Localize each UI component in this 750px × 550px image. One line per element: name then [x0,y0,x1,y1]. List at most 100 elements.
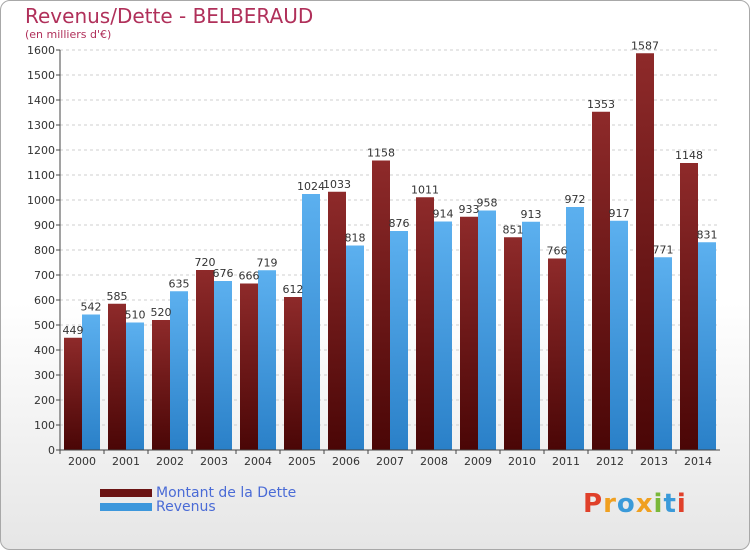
y-tick-label: 900 [34,219,55,232]
y-tick-label: 500 [34,319,55,332]
data-label-revenue: 818 [345,232,366,245]
bar-revenue [170,291,188,450]
data-label-debt: 612 [283,283,304,296]
y-tick-label: 100 [34,419,55,432]
x-tick-label: 2012 [596,455,624,468]
bar-revenue [302,194,320,450]
y-tick-label: 200 [34,394,55,407]
data-label-revenue: 676 [213,267,234,280]
logo-letter: x [635,489,654,519]
data-label-revenue: 719 [257,256,278,269]
bar-revenue [654,257,672,450]
data-label-debt: 766 [547,245,568,258]
bar-revenue [214,281,232,450]
bar-revenue [82,314,100,450]
x-tick-label: 2001 [112,455,140,468]
x-tick-label: 2009 [464,455,492,468]
x-tick-label: 2003 [200,455,228,468]
y-tick-label: 1600 [27,44,55,57]
x-tick-label: 2008 [420,455,448,468]
bar-revenue [346,245,364,450]
logo-letter: r [603,489,617,519]
bar-debt [680,163,698,450]
data-label-debt: 720 [195,256,216,269]
logo-letter: o [616,489,636,519]
y-tick-label: 1100 [27,169,55,182]
data-label-revenue: 917 [609,207,630,220]
bar-debt [196,270,214,450]
bar-debt [548,258,566,450]
bar-debt [284,297,302,450]
data-label-debt: 933 [459,203,480,216]
y-tick-label: 0 [48,444,55,457]
y-tick-label: 1000 [27,194,55,207]
y-tick-label: 400 [34,344,55,357]
legend-debt-swatch [100,489,152,497]
x-tick-label: 2005 [288,455,316,468]
data-label-revenue: 876 [389,217,410,230]
data-label-debt: 585 [107,290,128,303]
y-tick-label: 600 [34,294,55,307]
x-tick-label: 2000 [68,455,96,468]
data-label-revenue: 831 [697,228,718,241]
legend-debt-label: Montant de la Dette [156,485,297,501]
bars [64,53,716,450]
chart-title: Revenus/Dette - BELBERAUD [25,4,314,28]
x-tick-label: 2006 [332,455,360,468]
data-label-debt: 449 [63,324,84,337]
legend-revenue-swatch [100,503,152,511]
bar-revenue [566,207,584,450]
data-label-revenue: 542 [81,301,102,314]
bar-debt [592,111,610,450]
bar-debt [108,303,126,450]
bar-debt [328,191,346,450]
x-tick-label: 2013 [640,455,668,468]
data-label-revenue: 914 [433,208,454,221]
x-tick-label: 2004 [244,455,272,468]
data-label-revenue: 771 [653,243,674,256]
bar-debt [64,337,82,450]
data-label-revenue: 958 [477,197,498,210]
data-label-debt: 1353 [587,98,615,111]
data-label-debt: 1033 [323,178,351,191]
bar-revenue [478,210,496,450]
bar-revenue [698,242,716,450]
y-tick-label: 300 [34,369,55,382]
bar-revenue [434,221,452,450]
axes: 0 100 200 300 400 500 600 700 800 900 1000 1100 1200… [27,44,720,468]
data-label-revenue: 913 [521,208,542,221]
data-label-revenue: 510 [125,309,146,322]
y-tick-label: 1300 [27,119,55,132]
y-tick-label: 1400 [27,94,55,107]
x-tick-label: 2010 [508,455,536,468]
bar-revenue [126,322,144,450]
data-label-revenue: 1024 [297,180,325,193]
data-label-debt: 851 [503,223,524,236]
logo-letter: i [653,489,664,519]
bar-debt [416,197,434,450]
data-label-debt: 520 [151,306,172,319]
data-label-revenue: 635 [169,277,190,290]
legend-revenue-label: Revenus [156,499,216,515]
y-tick-label: 1200 [27,144,55,157]
data-label-debt: 1587 [631,39,659,52]
bar-debt [152,320,170,450]
bar-debt [504,237,522,450]
bar-revenue [610,220,628,450]
logo-letter: P [583,489,604,519]
data-label-debt: 1011 [411,183,439,196]
data-label-debt: 1148 [675,149,703,162]
data-label-debt: 666 [239,270,260,283]
x-tick-label: 2007 [376,455,404,468]
data-label-debt: 1158 [367,147,395,160]
data-label-revenue: 972 [565,193,586,206]
bar-revenue [390,231,408,450]
y-tick-label: 700 [34,269,55,282]
x-tick-label: 2011 [552,455,580,468]
bar-debt [636,53,654,450]
logo-letter: i [676,489,687,519]
bar-revenue [522,221,540,450]
bar-revenue [258,270,276,450]
